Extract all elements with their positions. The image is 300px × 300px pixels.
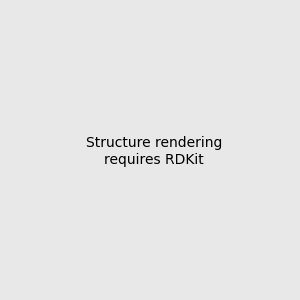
Text: Structure rendering
requires RDKit: Structure rendering requires RDKit xyxy=(85,136,222,166)
